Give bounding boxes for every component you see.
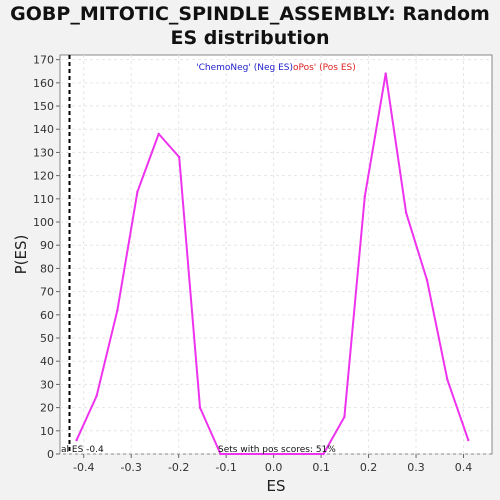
x-tick-label: 0.3 [407,461,425,474]
x-tick-label: -0.4 [73,461,94,474]
data-point [363,195,366,198]
chart-title: GOBP_MITOTIC_SPINDLE_ASSEMBLY: Random ES… [10,3,490,49]
x-tick-label: -0.2 [168,461,189,474]
plot-area [59,54,493,455]
legend: 'ChemoNeg' (Neg ES) oPos' (Pos ES) [196,63,356,73]
data-point [281,452,284,456]
y-tick-label: 20 [40,402,54,415]
y-tick-label: 150 [33,100,54,113]
data-point [467,438,470,442]
data-point [384,72,387,75]
data-point [446,378,449,381]
legend-neg-label: 'ChemoNeg' (Neg ES) [196,63,293,73]
series-layer [75,72,470,456]
y-tick-label: 90 [40,239,54,252]
y-tick-label: 60 [40,309,54,322]
data-point [75,438,78,442]
pos-fraction-annotation: Sets with pos scores: 51% [218,445,336,455]
data-point [301,452,305,456]
data-point [343,415,346,419]
y-tick-label: 120 [33,170,54,183]
data-point [404,211,408,214]
legend-pos-label: oPos' (Pos ES) [293,63,356,73]
y-tick-label: 110 [33,193,54,206]
data-point [425,278,429,282]
y-tick-label: 140 [33,123,54,136]
x-tick-label: -0.1 [215,461,236,474]
actual-es-annotation: al ES -0.4 [61,445,104,455]
y-tick-label: 160 [33,77,54,90]
series-line-0 [75,72,470,455]
x-axis-title: ES [267,477,286,495]
data-point [157,132,160,136]
y-tick-label: 0 [47,448,54,461]
data-point [136,190,139,194]
data-point [178,155,181,159]
data-point [95,394,98,398]
x-tick-label: 0.2 [360,461,378,474]
y-axis-title: P(ES) [12,235,30,275]
x-tick-label: 0.0 [265,461,283,474]
data-point [240,452,243,456]
y-tick-label: 10 [40,425,54,438]
y-tick-label: 80 [40,262,54,275]
y-tick-label: 130 [33,146,54,159]
y-tick-label: 40 [40,355,54,368]
y-tick-label: 170 [33,54,54,67]
data-point [260,452,263,456]
x-tick-label: 0.4 [455,461,473,474]
data-point [322,452,325,456]
data-point [116,309,119,312]
x-tick-label: 0.1 [312,461,330,474]
y-tick-label: 30 [40,378,54,391]
y-tick-label: 100 [33,216,54,229]
data-point [219,452,222,456]
axis-layer: 0 10 20 30 40 50 60 70 80 90 100 110 120 130 140 150 160… [33,54,472,474]
x-tick-label: -0.3 [120,461,141,474]
y-tick-label: 50 [40,332,54,345]
y-tick-label: 70 [40,286,54,299]
data-point [198,406,202,409]
grid-layer [60,55,492,455]
